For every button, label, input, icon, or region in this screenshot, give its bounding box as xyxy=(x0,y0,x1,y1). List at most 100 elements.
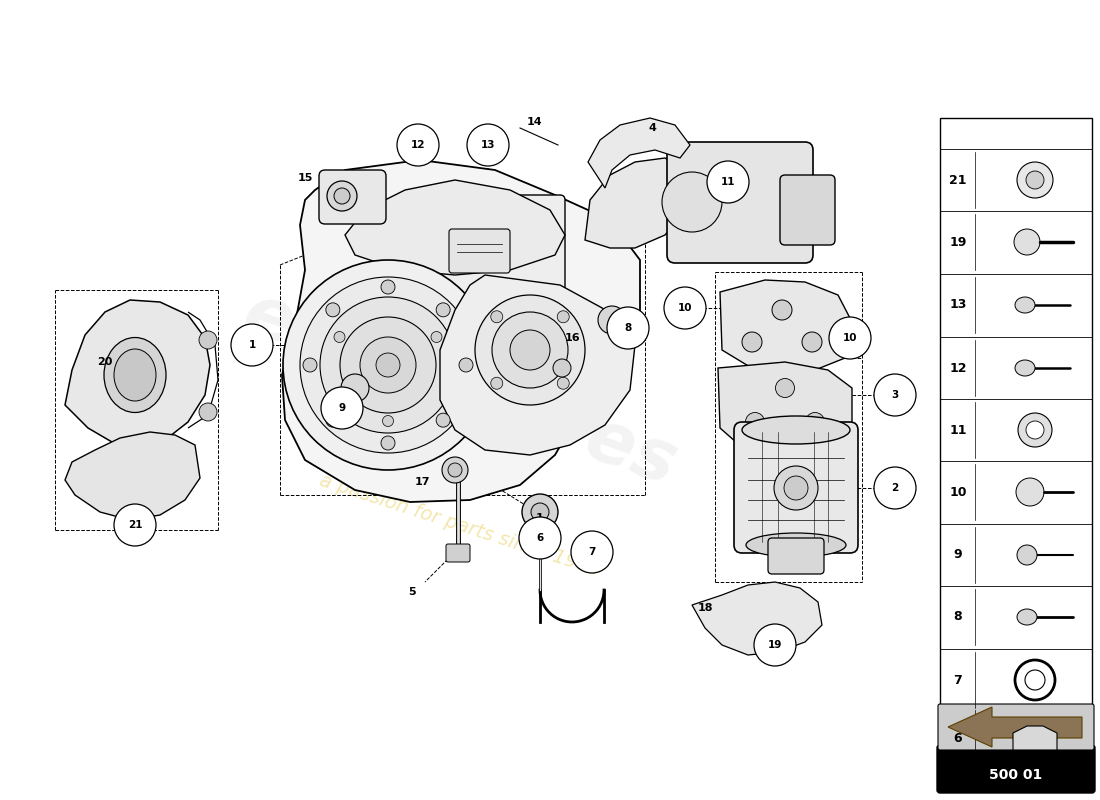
Circle shape xyxy=(326,413,340,427)
Text: 6: 6 xyxy=(954,731,962,745)
Text: 12: 12 xyxy=(410,140,426,150)
Text: 1: 1 xyxy=(249,340,255,350)
FancyBboxPatch shape xyxy=(780,175,835,245)
Circle shape xyxy=(459,358,473,372)
Circle shape xyxy=(1026,171,1044,189)
FancyBboxPatch shape xyxy=(400,195,565,350)
FancyBboxPatch shape xyxy=(937,745,1094,793)
Text: 5: 5 xyxy=(408,587,416,597)
Text: 19: 19 xyxy=(768,640,782,650)
Text: 17: 17 xyxy=(415,477,430,487)
Ellipse shape xyxy=(104,338,166,413)
Circle shape xyxy=(334,188,350,204)
Text: 20: 20 xyxy=(97,357,112,367)
Polygon shape xyxy=(948,707,1082,747)
Text: 10: 10 xyxy=(949,486,967,498)
Polygon shape xyxy=(65,300,210,448)
Text: 8: 8 xyxy=(954,610,962,623)
Circle shape xyxy=(1016,478,1044,506)
Circle shape xyxy=(376,353,400,377)
Circle shape xyxy=(772,300,792,320)
Circle shape xyxy=(662,172,722,232)
Circle shape xyxy=(199,331,217,349)
Circle shape xyxy=(558,310,569,322)
FancyBboxPatch shape xyxy=(319,170,386,224)
Circle shape xyxy=(553,359,571,377)
Text: 10: 10 xyxy=(843,333,857,343)
Circle shape xyxy=(531,503,549,521)
Circle shape xyxy=(492,312,568,388)
Circle shape xyxy=(381,436,395,450)
Ellipse shape xyxy=(742,416,850,444)
Circle shape xyxy=(326,303,340,317)
Polygon shape xyxy=(692,582,822,655)
FancyBboxPatch shape xyxy=(938,704,1094,750)
Circle shape xyxy=(491,378,503,390)
Ellipse shape xyxy=(1018,609,1037,625)
Circle shape xyxy=(802,332,822,352)
Circle shape xyxy=(1018,545,1037,565)
Text: 500 01: 500 01 xyxy=(989,768,1043,782)
Polygon shape xyxy=(345,180,565,275)
Circle shape xyxy=(468,124,509,166)
Polygon shape xyxy=(720,280,852,372)
Text: 6: 6 xyxy=(537,533,543,543)
Ellipse shape xyxy=(746,533,846,557)
Text: 21: 21 xyxy=(128,520,142,530)
Circle shape xyxy=(510,330,550,370)
Circle shape xyxy=(114,504,156,546)
Circle shape xyxy=(397,124,439,166)
Circle shape xyxy=(558,378,569,390)
Circle shape xyxy=(475,295,585,405)
Circle shape xyxy=(1018,162,1053,198)
Text: 18: 18 xyxy=(697,603,713,613)
Text: 7: 7 xyxy=(954,674,962,686)
Circle shape xyxy=(874,467,916,509)
Text: 11: 11 xyxy=(720,177,735,187)
Text: 21: 21 xyxy=(949,174,967,186)
FancyBboxPatch shape xyxy=(734,422,858,553)
Ellipse shape xyxy=(1015,297,1035,313)
Circle shape xyxy=(874,374,916,416)
FancyBboxPatch shape xyxy=(667,142,813,263)
Circle shape xyxy=(442,457,468,483)
Polygon shape xyxy=(1013,726,1057,750)
Text: 13: 13 xyxy=(481,140,495,150)
Circle shape xyxy=(448,463,462,477)
Text: eurospares: eurospares xyxy=(233,279,686,501)
FancyBboxPatch shape xyxy=(768,538,824,574)
Circle shape xyxy=(805,413,825,431)
Circle shape xyxy=(431,331,442,342)
Text: 13: 13 xyxy=(949,298,967,311)
Text: 3: 3 xyxy=(891,390,899,400)
Circle shape xyxy=(327,181,358,211)
Polygon shape xyxy=(282,160,640,502)
Circle shape xyxy=(784,476,808,500)
Circle shape xyxy=(199,403,217,421)
Circle shape xyxy=(491,310,503,322)
Circle shape xyxy=(437,413,450,427)
Text: 16: 16 xyxy=(564,333,580,343)
Ellipse shape xyxy=(114,349,156,401)
Circle shape xyxy=(381,280,395,294)
Circle shape xyxy=(340,317,436,413)
Circle shape xyxy=(598,306,626,334)
Ellipse shape xyxy=(1015,360,1035,376)
Text: 2: 2 xyxy=(891,483,899,493)
Text: 8: 8 xyxy=(625,323,631,333)
Polygon shape xyxy=(585,158,685,248)
Bar xyxy=(940,118,1092,748)
Text: 9: 9 xyxy=(339,403,345,413)
Circle shape xyxy=(664,287,706,329)
Circle shape xyxy=(334,331,345,342)
Circle shape xyxy=(437,303,450,317)
Circle shape xyxy=(829,317,871,359)
Polygon shape xyxy=(65,432,200,520)
Text: 19: 19 xyxy=(949,235,967,249)
Circle shape xyxy=(231,324,273,366)
Text: 9: 9 xyxy=(954,549,962,562)
Text: 4: 4 xyxy=(648,123,656,133)
Text: a passion for parts since 1985: a passion for parts since 1985 xyxy=(317,470,603,579)
Circle shape xyxy=(742,332,762,352)
Text: 15: 15 xyxy=(297,173,312,183)
